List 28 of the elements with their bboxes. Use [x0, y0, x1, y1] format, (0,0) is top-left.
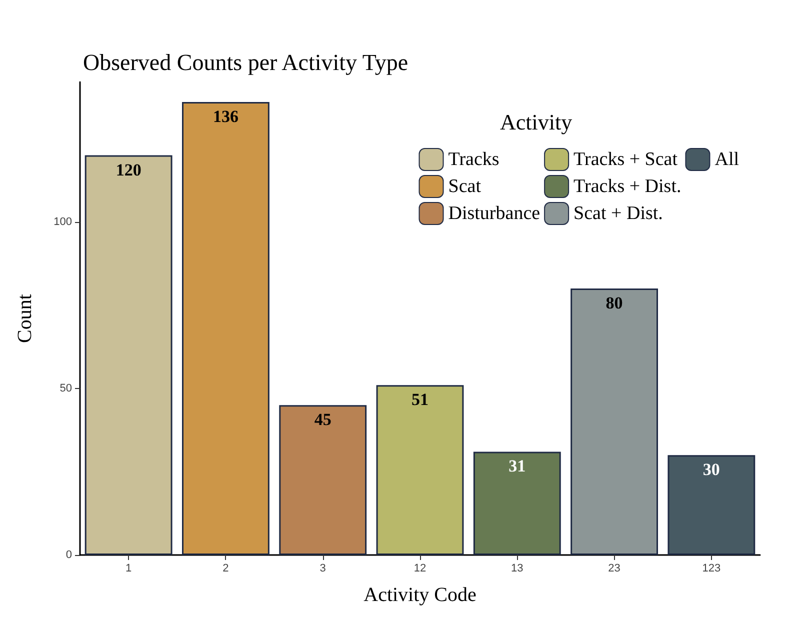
y-tick-label: 100 [54, 216, 72, 228]
x-tick-label: 3 [320, 562, 326, 574]
x-tick-label: 13 [511, 562, 524, 574]
y-tick-label: 50 [60, 382, 72, 394]
legend-label: Scat + Dist. [574, 203, 663, 224]
data-label: 30 [702, 460, 720, 480]
data-label: 31 [508, 456, 526, 476]
legend-label: Disturbance [448, 203, 540, 224]
x-tick-label: 123 [702, 562, 721, 574]
chart-title: Observed Counts per Activity Type [83, 50, 408, 75]
x-tick-label: 1 [126, 562, 132, 574]
legend-label: All [714, 149, 739, 170]
y-axis-title: Count [14, 294, 36, 343]
data-label: 136 [212, 106, 238, 126]
x-tick-label: 12 [414, 562, 426, 574]
legend-title: Activity [500, 110, 572, 134]
x-tick-label: 2 [222, 562, 229, 574]
data-label: 51 [412, 390, 428, 410]
legend-label: Tracks + Dist. [574, 176, 682, 197]
y-tick-label: 0 [66, 549, 72, 561]
data-label: 80 [606, 294, 623, 313]
x-tick-label: 23 [608, 562, 620, 574]
data-label: 120 [116, 160, 142, 180]
legend-label: Scat [448, 176, 482, 197]
data-label: 45 [314, 410, 332, 430]
legend-label: Tracks + Scat [574, 149, 678, 170]
legend-label: Tracks [448, 149, 500, 170]
x-axis-title: Activity Code [364, 584, 477, 606]
